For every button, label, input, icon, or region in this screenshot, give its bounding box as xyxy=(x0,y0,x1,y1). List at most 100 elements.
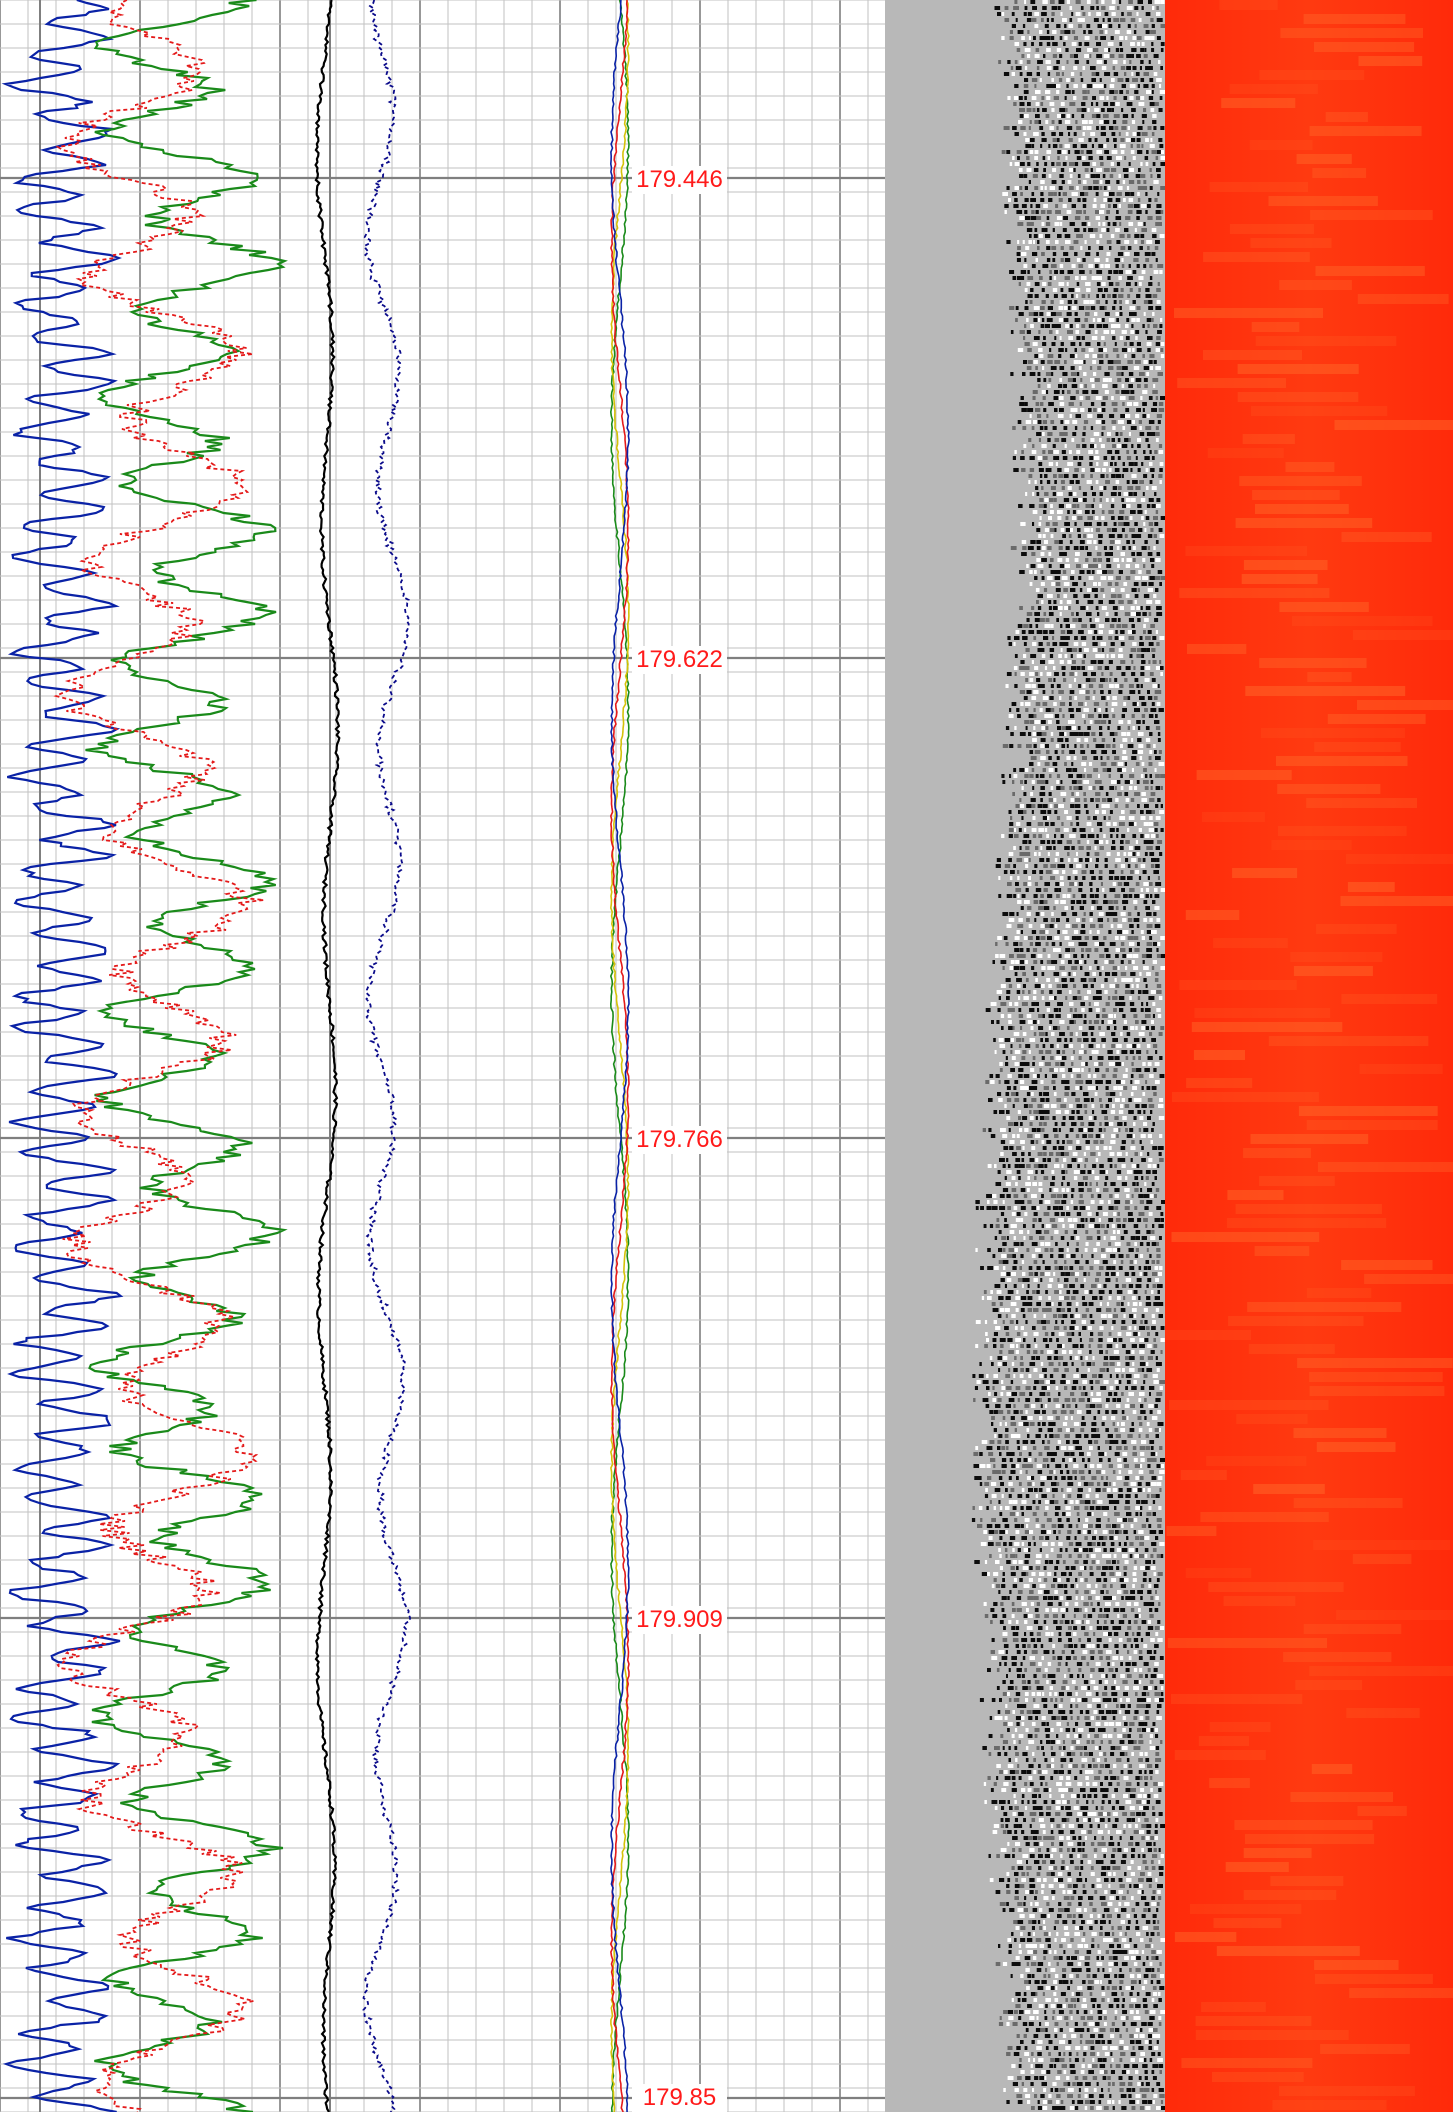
image-pixel xyxy=(1004,204,1009,208)
image-pixel xyxy=(993,1320,997,1324)
image-pixel xyxy=(1050,822,1055,826)
image-pixel xyxy=(1103,198,1110,202)
image-pixel xyxy=(1154,246,1159,250)
image-pixel xyxy=(1084,1248,1088,1252)
image-pixel xyxy=(1155,714,1158,718)
image-pixel xyxy=(1076,126,1082,130)
image-pixel xyxy=(1124,156,1127,160)
image-pixel xyxy=(1092,1356,1095,1360)
image-pixel xyxy=(1013,204,1019,208)
image-pixel xyxy=(1063,582,1070,586)
image-pixel xyxy=(1037,1020,1040,1024)
image-pixel xyxy=(1076,234,1081,238)
image-pixel xyxy=(1125,858,1129,862)
image-pixel xyxy=(1028,240,1032,244)
image-pixel xyxy=(1039,30,1043,34)
image-pixel xyxy=(1000,1278,1005,1282)
image-pixel xyxy=(1101,606,1107,610)
image-pixel xyxy=(1058,1332,1065,1336)
image-pixel xyxy=(1155,240,1160,244)
image-pixel xyxy=(987,1248,991,1252)
image-pixel xyxy=(1018,1068,1024,1072)
image-pixel xyxy=(1120,936,1126,940)
image-pixel xyxy=(1052,636,1055,640)
image-pixel xyxy=(1146,1242,1150,1246)
image-pixel xyxy=(1112,882,1117,886)
image-pixel xyxy=(1029,234,1032,238)
image-pixel xyxy=(1080,234,1083,238)
image-pixel xyxy=(1039,354,1044,358)
image-pixel xyxy=(1111,846,1116,850)
image-pixel xyxy=(1097,1284,1102,1288)
image-pixel xyxy=(1054,540,1060,544)
image-pixel xyxy=(1107,1158,1113,1162)
image-pixel xyxy=(1138,1170,1143,1174)
image-pixel xyxy=(1029,150,1034,154)
image-pixel xyxy=(1098,600,1103,604)
image-pixel xyxy=(1026,318,1029,322)
image-pixel xyxy=(987,1266,994,1270)
image-pixel xyxy=(1043,1212,1050,1216)
image-pixel xyxy=(1105,1170,1108,1174)
image-pixel xyxy=(1066,1440,1070,1444)
image-pixel xyxy=(1135,1236,1140,1240)
image-pixel xyxy=(1148,660,1151,664)
image-pixel xyxy=(1103,330,1110,334)
image-pixel xyxy=(1096,276,1102,280)
image-pixel xyxy=(1027,906,1032,910)
image-pixel xyxy=(1157,738,1161,742)
image-pixel xyxy=(1068,150,1071,154)
image-pixel xyxy=(1091,570,1095,574)
image-pixel xyxy=(1153,870,1159,874)
image-pixel xyxy=(1024,96,1027,100)
image-pixel xyxy=(1058,1362,1061,1366)
image-pixel xyxy=(1100,678,1106,682)
image-pixel xyxy=(998,1434,1003,1438)
image-pixel xyxy=(1000,1152,1004,1156)
image-pixel xyxy=(1088,12,1091,16)
image-pixel xyxy=(975,1206,979,1210)
image-pixel xyxy=(1106,564,1112,568)
image-pixel xyxy=(1038,330,1041,334)
image-pixel xyxy=(1080,246,1083,250)
image-pixel xyxy=(1041,1224,1044,1228)
image-pixel xyxy=(1130,990,1135,994)
image-pixel xyxy=(1082,198,1087,202)
image-pixel xyxy=(1154,888,1158,892)
image-pixel xyxy=(1117,1458,1122,1462)
image-pixel xyxy=(1100,756,1103,760)
image-pixel xyxy=(1088,522,1092,526)
image-pixel xyxy=(1080,378,1083,382)
image-pixel xyxy=(1120,138,1125,142)
image-pixel xyxy=(1054,192,1057,196)
image-pixel xyxy=(1095,396,1102,400)
image-pixel xyxy=(1095,1008,1100,1012)
image-pixel xyxy=(1150,834,1156,838)
image-pixel xyxy=(1051,132,1056,136)
image-pixel xyxy=(1140,1452,1145,1456)
image-pixel xyxy=(1056,72,1060,76)
image-pixel xyxy=(1071,726,1076,730)
image-pixel xyxy=(1010,1416,1015,1420)
image-pixel xyxy=(1092,1362,1095,1366)
image-pixel xyxy=(1126,1134,1133,1138)
image-pixel xyxy=(1062,930,1068,934)
image-pixel xyxy=(1160,786,1163,790)
image-pixel xyxy=(1058,1248,1064,1252)
image-pixel xyxy=(1041,1056,1045,1060)
image-pixel xyxy=(1152,1146,1158,1150)
image-pixel xyxy=(1111,474,1116,478)
image-pixel xyxy=(1115,906,1119,910)
image-pixel xyxy=(1062,1362,1068,1366)
image-pixel xyxy=(1074,1260,1080,1264)
image-pixel xyxy=(1122,1158,1126,1162)
image-pixel xyxy=(1132,1410,1137,1414)
image-pixel xyxy=(1070,1254,1076,1258)
image-pixel xyxy=(1001,1236,1007,1240)
image-pixel xyxy=(1092,564,1099,568)
image-pixel xyxy=(1066,1188,1070,1192)
image-pixel xyxy=(1064,810,1068,814)
image-pixel xyxy=(1015,1308,1019,1312)
image-pixel xyxy=(1046,1008,1050,1012)
image-pixel xyxy=(1145,1176,1149,1180)
